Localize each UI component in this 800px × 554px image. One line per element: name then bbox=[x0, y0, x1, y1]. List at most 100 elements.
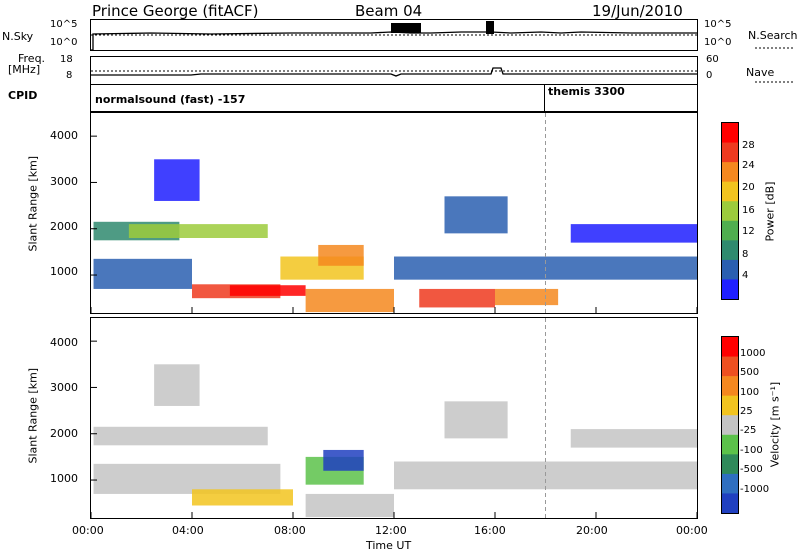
nave-legend-line bbox=[755, 81, 795, 83]
power-ytick-3000: 3000 bbox=[50, 175, 78, 188]
velocity-cbar-tick-100: 100 bbox=[740, 387, 760, 398]
velocity-ytick-4000: 4000 bbox=[50, 336, 78, 349]
velocity-cbar-swatch-3 bbox=[722, 395, 738, 416]
velocity-cbar-tick-minus25: -25 bbox=[740, 425, 757, 436]
freq-panel bbox=[90, 56, 698, 85]
nsearch-label: N.Search bbox=[748, 29, 798, 42]
power-cbar-tick-8: 8 bbox=[742, 249, 749, 260]
freq-label-line1: Freq. bbox=[18, 52, 46, 65]
power-region-6 bbox=[318, 244, 364, 266]
velocity-ytick-2000: 2000 bbox=[50, 427, 78, 440]
power-cbar-swatch-0 bbox=[722, 123, 738, 144]
velocity-cbar-tick-minus500: -500 bbox=[740, 464, 763, 475]
nsky-tick-bottom: 10^0 bbox=[50, 37, 78, 48]
power-region-12 bbox=[444, 196, 508, 234]
velocity-cbar-swatch-7 bbox=[722, 473, 738, 494]
time-tick-1200: 12:00 bbox=[375, 524, 407, 537]
power-region-2 bbox=[93, 258, 192, 289]
velocity-colorbar-scale bbox=[722, 337, 738, 514]
power-cbar-tick-24: 24 bbox=[742, 160, 755, 171]
power-cbar-swatch-3 bbox=[722, 181, 738, 202]
velocity-cbar-tick-25: 25 bbox=[740, 406, 753, 417]
power-cbar-swatch-5 bbox=[722, 220, 738, 241]
power-region-11 bbox=[154, 159, 200, 201]
freq-label-line2: [MHz] bbox=[8, 63, 41, 76]
velocity-cbar-swatch-6 bbox=[722, 454, 738, 475]
velocity-cbar-tick-minus100: -100 bbox=[740, 445, 763, 456]
time-tick-1600: 16:00 bbox=[474, 524, 506, 537]
nave-label: Nave bbox=[746, 66, 775, 79]
power-cbar-tick-16: 16 bbox=[742, 205, 755, 216]
nsearch-tick-bottom: 10^0 bbox=[704, 37, 732, 48]
power-region-7 bbox=[305, 288, 394, 313]
nsearch-tick-top: 10^5 bbox=[704, 19, 732, 30]
velocity-cbar-swatch-0 bbox=[722, 337, 738, 358]
nsky-trace bbox=[91, 21, 697, 51]
power-cbar-tick-4: 4 bbox=[742, 270, 749, 281]
velocity-ylabel: Slant Range [km] bbox=[26, 367, 40, 464]
cpid-panel: normalsound (fast) -157 themis 3300 bbox=[90, 84, 698, 112]
velocity-cbar-swatch-1 bbox=[722, 356, 738, 377]
velocity-cbar-swatch-5 bbox=[722, 434, 738, 455]
velocity-region-0 bbox=[93, 426, 268, 446]
power-heatmap bbox=[90, 113, 698, 313]
power-ylabel: Slant Range [km] bbox=[26, 155, 40, 252]
station-title: Prince George (fitACF) bbox=[92, 2, 259, 20]
nsky-tick-top: 10^5 bbox=[50, 19, 78, 30]
velocity-region-1 bbox=[93, 463, 281, 494]
power-ytick-4000: 4000 bbox=[50, 129, 78, 142]
velocity-region-7 bbox=[154, 364, 200, 406]
velocity-region-4 bbox=[323, 449, 364, 471]
cpid-divider bbox=[544, 85, 545, 111]
time-axis-label: Time UT bbox=[366, 539, 412, 552]
time-tick-0400: 04:00 bbox=[172, 524, 204, 537]
cpid-program-2: themis 3300 bbox=[548, 85, 625, 98]
velocity-cbar-label: Velocity [m s⁻¹] bbox=[768, 381, 782, 468]
velocity-ytick-3000: 3000 bbox=[50, 381, 78, 394]
power-cbar-swatch-2 bbox=[722, 162, 738, 183]
power-region-13 bbox=[570, 224, 697, 243]
nave-tick-bottom: 0 bbox=[706, 70, 713, 81]
time-tick-2000: 20:00 bbox=[576, 524, 608, 537]
velocity-region-5 bbox=[305, 493, 394, 518]
freq-tick-bottom: 8 bbox=[66, 70, 73, 81]
velocity-cbar-swatch-2 bbox=[722, 376, 738, 397]
cpid-program-1: normalsound (fast) -157 bbox=[95, 93, 246, 106]
power-ytick-1000: 1000 bbox=[50, 265, 78, 278]
power-cbar-tick-20: 20 bbox=[742, 182, 755, 193]
power-cbar-swatch-1 bbox=[722, 142, 738, 163]
power-cbar-swatch-7 bbox=[722, 259, 738, 280]
power-cbar-label: Power [dB] bbox=[763, 181, 777, 242]
power-cbar-swatch-6 bbox=[722, 240, 738, 261]
velocity-panel bbox=[90, 317, 698, 519]
velocity-colorbar bbox=[721, 336, 739, 514]
velocity-region-2 bbox=[192, 489, 293, 506]
power-cbar-tick-28: 28 bbox=[742, 140, 755, 151]
velocity-cbar-swatch-4 bbox=[722, 415, 738, 436]
power-cbar-swatch-8 bbox=[722, 279, 738, 300]
velocity-region-9 bbox=[570, 429, 697, 448]
time-tick-0000: 00:00 bbox=[72, 524, 104, 537]
nsky-panel bbox=[90, 19, 698, 51]
beam-title: Beam 04 bbox=[355, 2, 423, 20]
time-tick-2400: 00:00 bbox=[676, 524, 708, 537]
freq-trace bbox=[91, 67, 697, 77]
nsearch-legend-line bbox=[755, 47, 795, 49]
power-cbar-swatch-4 bbox=[722, 201, 738, 222]
power-ytick-2000: 2000 bbox=[50, 220, 78, 233]
power-region-9 bbox=[495, 288, 559, 306]
velocity-cbar-tick-minus1000: -1000 bbox=[740, 484, 770, 495]
freq-tick-top: 18 bbox=[60, 54, 73, 65]
velocity-cbar-tick-1000: 1000 bbox=[740, 348, 766, 359]
nave-tick-top: 60 bbox=[706, 54, 719, 65]
time-tick-0800: 08:00 bbox=[274, 524, 306, 537]
date-title: 19/Jun/2010 bbox=[592, 2, 683, 20]
cpid-label: CPID bbox=[8, 89, 38, 102]
power-panel bbox=[90, 112, 698, 314]
velocity-cbar-tick-500: 500 bbox=[740, 367, 760, 378]
velocity-ytick-1000: 1000 bbox=[50, 472, 78, 485]
power-region-8 bbox=[419, 288, 495, 308]
velocity-cbar-swatch-8 bbox=[722, 493, 738, 514]
velocity-region-8 bbox=[444, 401, 508, 439]
power-region-4 bbox=[229, 285, 306, 296]
